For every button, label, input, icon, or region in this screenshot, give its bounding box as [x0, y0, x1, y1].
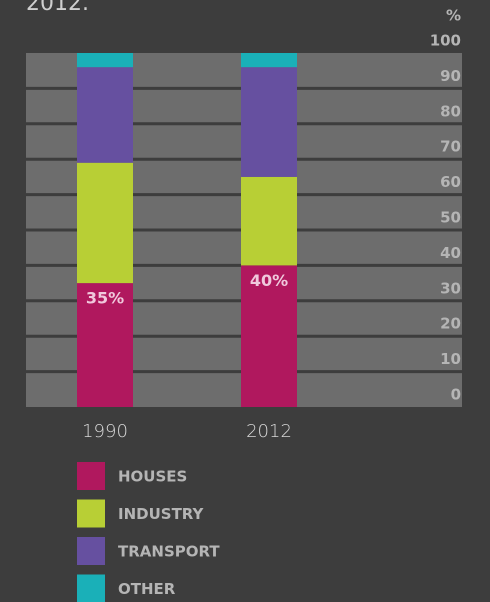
- bar-segment: [241, 67, 297, 177]
- legend-label: INDUSTRY: [118, 505, 205, 523]
- legend-swatch: [77, 462, 105, 490]
- data-label: 40%: [250, 271, 288, 290]
- legend-swatch: [77, 537, 105, 565]
- y-tick-label: 0: [451, 386, 461, 404]
- bar-segment: [77, 53, 133, 68]
- bar-segment: [77, 162, 133, 284]
- legend-swatch: [77, 499, 105, 528]
- y-tick-label: 100: [430, 32, 461, 50]
- x-tick-label: 1990: [82, 421, 128, 442]
- bar-segment: [77, 67, 133, 163]
- bar-segment: [241, 176, 297, 266]
- bar-segment: [77, 283, 133, 407]
- y-tick-label: 50: [440, 209, 461, 227]
- legend-label: HOUSES: [118, 468, 187, 486]
- bar-segment: [241, 53, 297, 68]
- legend-label: TRANSPORT: [118, 543, 220, 561]
- y-tick-label: 30: [440, 279, 461, 297]
- y-tick-label: 80: [440, 102, 461, 120]
- bar-segment: [241, 265, 297, 407]
- legend-label: OTHER: [118, 580, 176, 598]
- y-tick-label: 40: [440, 244, 461, 262]
- legend-swatch: [77, 574, 105, 602]
- y-tick-label: 90: [440, 67, 461, 85]
- y-tick-label: 60: [440, 173, 461, 191]
- data-label: 35%: [86, 289, 124, 308]
- chart-title: 2012.: [26, 0, 89, 16]
- y-tick-label: 10: [440, 350, 461, 368]
- y-tick-label: 70: [440, 138, 461, 156]
- y-axis-label: %: [446, 7, 461, 25]
- y-tick-label: 20: [440, 315, 461, 333]
- x-tick-label: 2012: [246, 421, 292, 442]
